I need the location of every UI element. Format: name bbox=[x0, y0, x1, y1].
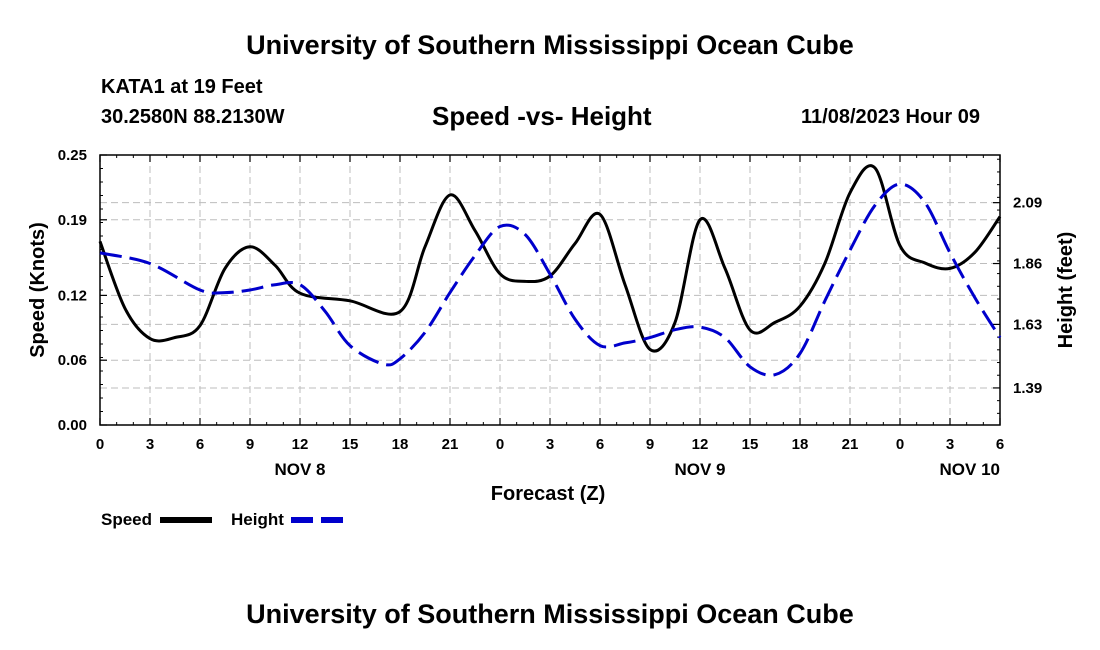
x-axis-label: Forecast (Z) bbox=[491, 483, 605, 505]
y-tick-label: 0.06 bbox=[58, 352, 87, 369]
x-tick-label: 9 bbox=[646, 436, 654, 453]
series-layer bbox=[98, 164, 1002, 377]
chart-main-title: University of Southern Mississippi Ocean… bbox=[246, 30, 854, 60]
y2-tick-label: 1.86 bbox=[1013, 256, 1042, 273]
x-tick-label: 18 bbox=[392, 436, 409, 453]
station-label: KATA1 at 19 Feet bbox=[101, 76, 263, 98]
major-ticks bbox=[99, 154, 1001, 426]
y-tick-label: 0.00 bbox=[58, 417, 87, 434]
series-line-speed bbox=[98, 164, 1002, 353]
y2-tick-label: 2.09 bbox=[1013, 195, 1042, 212]
day-label: NOV 8 bbox=[274, 460, 325, 479]
legend-speed-label: Speed bbox=[101, 510, 152, 529]
x-tick-label: 12 bbox=[292, 436, 309, 453]
day-label: NOV 9 bbox=[674, 460, 725, 479]
forecast-date: 11/08/2023 Hour 09 bbox=[801, 106, 981, 128]
x-tick-label: 9 bbox=[246, 436, 254, 453]
chart-subtitle: Speed -vs- Height bbox=[432, 101, 652, 131]
x-tick-label: 3 bbox=[546, 436, 554, 453]
x-tick-label: 0 bbox=[896, 436, 904, 453]
y2-axis-label: Height (feet) bbox=[1055, 232, 1077, 349]
x-tick-label: 3 bbox=[946, 436, 954, 453]
footer-title: University of Southern Mississippi Ocean… bbox=[246, 599, 854, 629]
x-tick-label: 18 bbox=[792, 436, 809, 453]
x-tick-label: 3 bbox=[146, 436, 154, 453]
legend-height-label: Height bbox=[231, 510, 284, 529]
day-label: NOV 10 bbox=[940, 460, 1000, 479]
x-tick-label: 6 bbox=[196, 436, 204, 453]
grid-lines bbox=[100, 155, 1000, 425]
y-tick-label: 0.25 bbox=[58, 147, 87, 164]
x-tick-label: 15 bbox=[742, 436, 759, 453]
series-line-height bbox=[99, 182, 1002, 377]
x-tick-label: 0 bbox=[496, 436, 504, 453]
x-tick-label: 6 bbox=[596, 436, 604, 453]
tick-labels: 0 3 6 9 12 15 18 21 0 3 6 9 12 15 18 21 0 3 6 NOV 8 NOV 9 NOV… bbox=[58, 147, 1042, 479]
legend: Speed Height bbox=[101, 510, 343, 529]
x-tick-label: 21 bbox=[442, 436, 459, 453]
y2-tick-label: 1.39 bbox=[1013, 380, 1042, 397]
y-axis-label: Speed (Knots) bbox=[27, 222, 49, 358]
x-tick-label: 15 bbox=[342, 436, 359, 453]
x-tick-label: 0 bbox=[96, 436, 104, 453]
station-coordinates: 30.2580N 88.2130W bbox=[101, 106, 285, 128]
y-tick-label: 0.19 bbox=[58, 212, 87, 229]
y-tick-label: 0.12 bbox=[58, 287, 87, 304]
y2-tick-label: 1.63 bbox=[1013, 316, 1042, 333]
x-tick-label: 21 bbox=[842, 436, 859, 453]
x-tick-label: 6 bbox=[996, 436, 1004, 453]
x-tick-label: 12 bbox=[692, 436, 709, 453]
